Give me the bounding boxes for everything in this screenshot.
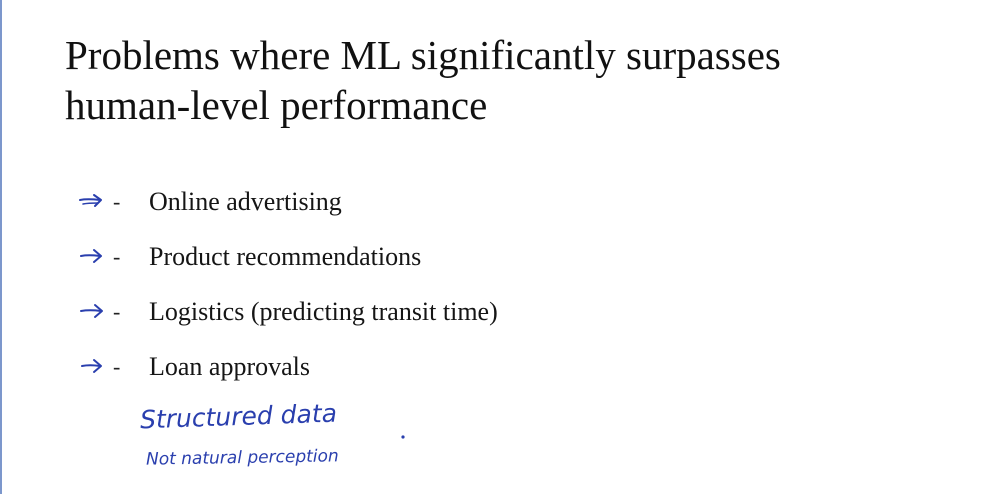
arrow-icon [80, 249, 102, 263]
handwritten-note-not-natural-perception: Not natural perception [145, 446, 339, 470]
bullet-text: Product recommendations [149, 242, 422, 271]
left-border-rule [0, 0, 2, 494]
bullet-text: Online advertising [149, 187, 342, 216]
ink-dot-icon [401, 435, 405, 439]
bullet-text: Loan approvals [149, 352, 311, 381]
bullet-marker: - [113, 244, 121, 269]
arrow-icon [81, 359, 102, 373]
bullet-marker: - [113, 354, 121, 379]
bullet-marker: - [113, 299, 121, 324]
slide-title: Problems where ML significantly surpasse… [65, 30, 965, 130]
bullet-item-product-recommendations: - Product recommendations [0, 240, 600, 274]
bullet-item-online-advertising: - Online advertising [0, 185, 600, 219]
handwritten-note-structured-data: Structured data [139, 398, 338, 435]
bullet-text: Logistics (predicting transit time) [149, 297, 498, 326]
arrow-icon [80, 304, 103, 318]
bullet-item-loan-approvals: - Loan approvals [0, 350, 600, 384]
slide-title-line-2: human-level performance [65, 82, 488, 128]
bullet-marker: - [113, 189, 121, 214]
arrow-icon [79, 194, 102, 207]
bullet-item-logistics: - Logistics (predicting transit time) [0, 295, 600, 329]
slide-title-line-1: Problems where ML significantly surpasse… [65, 32, 781, 78]
